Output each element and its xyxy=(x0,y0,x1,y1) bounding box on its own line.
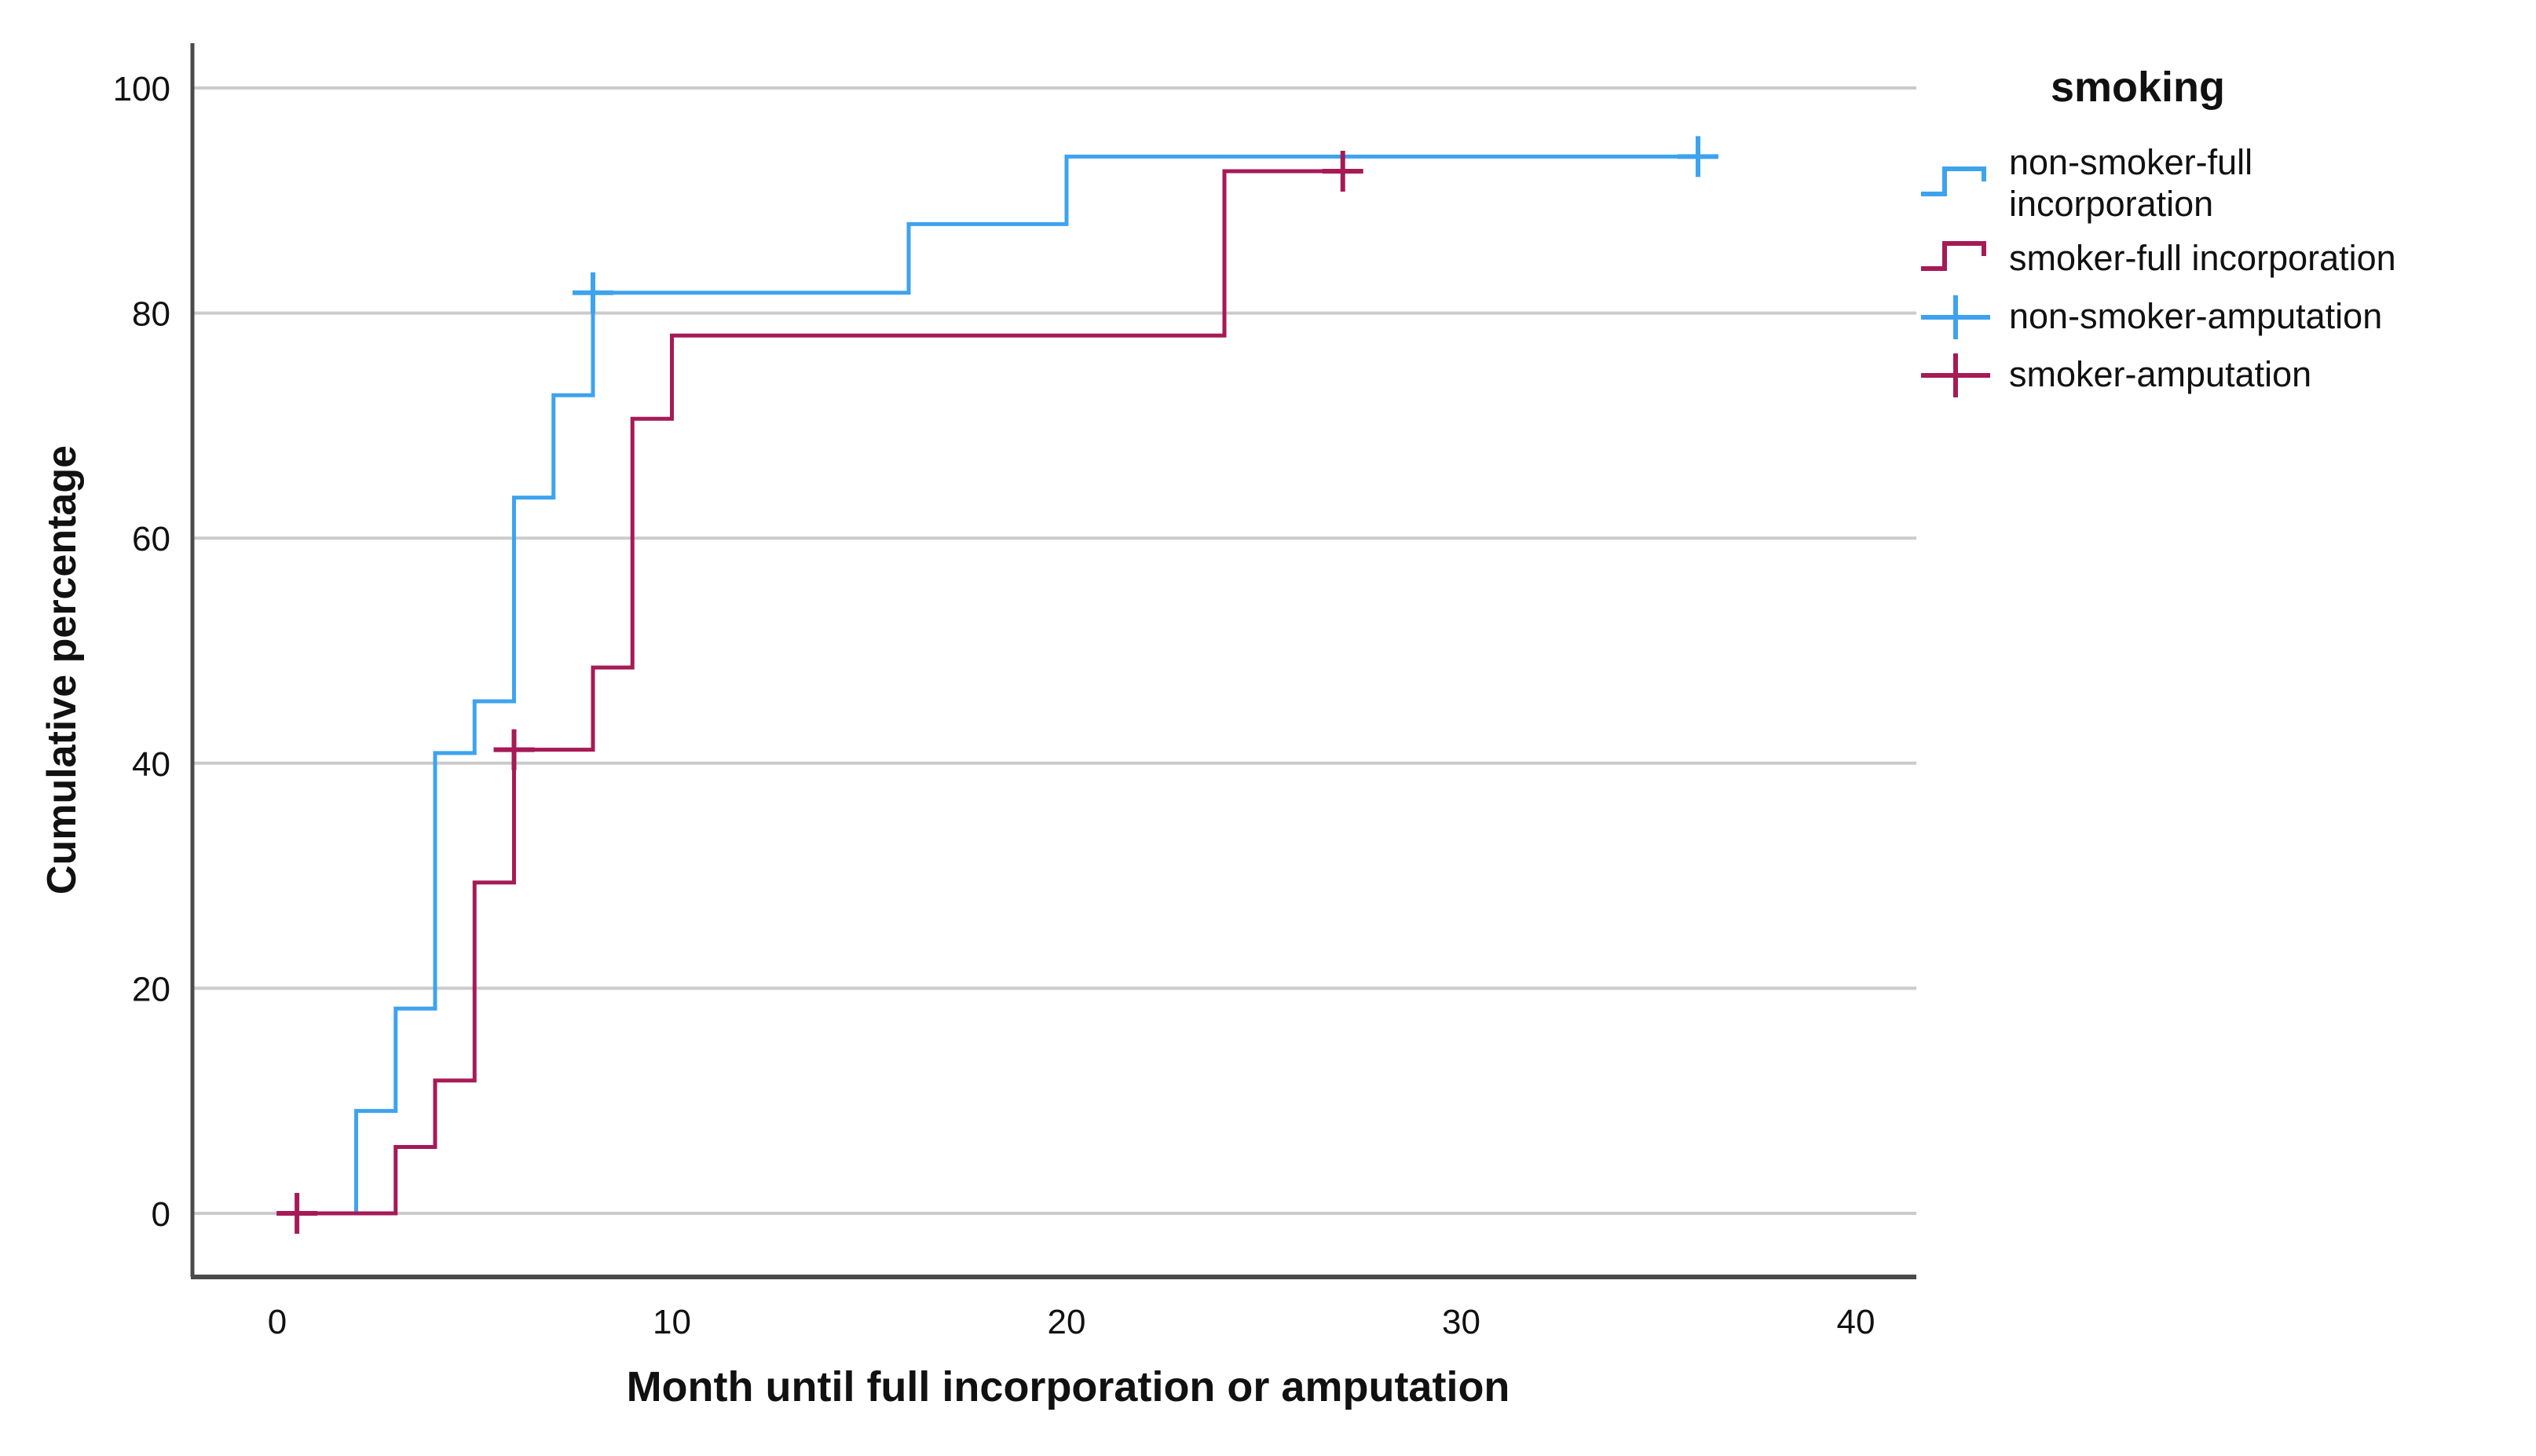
y-tick-label-100: 100 xyxy=(113,70,170,108)
y-axis-title: Cumulative percentage xyxy=(39,444,85,895)
legend-item-4: smoker-amputation xyxy=(1918,349,2531,399)
y-tick-label-60: 60 xyxy=(132,520,170,558)
censored-cross-icon xyxy=(1921,353,1990,398)
y-tick-label-80: 80 xyxy=(132,295,170,334)
x-tick-label-0: 0 xyxy=(268,1303,287,1341)
curve-smoker xyxy=(277,169,1359,1216)
x-tick-label-10: 10 xyxy=(653,1303,691,1341)
censored-cross-icon xyxy=(1921,295,1990,340)
legend-item-label: smoker-amputation xyxy=(2009,353,2312,394)
legend-item-1: non-smoker-full incorporation xyxy=(1918,141,2531,225)
legend-item-label: smoker-full incorporation xyxy=(2009,237,2396,278)
x-tick-label-20: 20 xyxy=(1048,1303,1086,1341)
x-tick-label-40: 40 xyxy=(1837,1303,1875,1341)
y-tick-label-0: 0 xyxy=(152,1195,170,1234)
y-tick-label-40: 40 xyxy=(132,745,170,784)
step-line-icon xyxy=(1921,241,1986,272)
legend-item-label: non-smoker-amputation xyxy=(2009,295,2383,336)
legend: smoking non-smoker-full incorporation smo… xyxy=(1918,63,2531,407)
x-tick-label-30: 30 xyxy=(1442,1303,1480,1341)
x-axis-title: Month until full incorporation or amputa… xyxy=(626,1363,1510,1410)
y-tick-label-20: 20 xyxy=(132,970,170,1008)
curve-non-smoker xyxy=(277,154,1698,1216)
legend-item-3: non-smoker-amputation xyxy=(1918,291,2531,341)
step-line-icon xyxy=(1921,166,1986,197)
legend-item-label: non-smoker-full incorporation xyxy=(2009,142,2253,225)
legend-item-2: smoker-full incorporation xyxy=(1918,232,2531,283)
legend-items: non-smoker-full incorporation smoker-full… xyxy=(1918,141,2531,399)
legend-title: smoking xyxy=(2050,64,2226,111)
